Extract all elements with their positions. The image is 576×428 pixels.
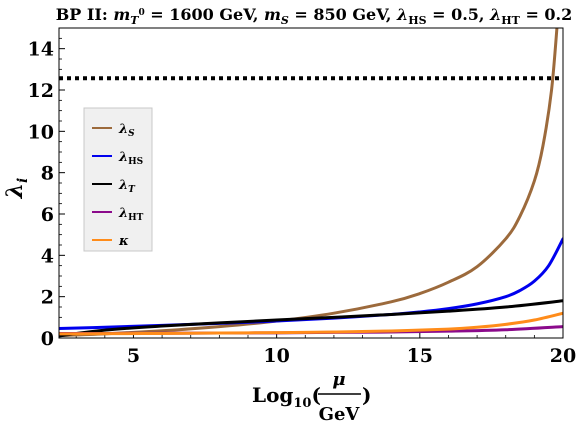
x-tick-label: 5 [127, 345, 140, 367]
x-label-log: Log10( [252, 383, 321, 411]
series-layer [59, 28, 563, 338]
legend-label-4: κ [118, 234, 129, 249]
series-line-4 [59, 311, 563, 336]
x-tick-labels: 5 10 15 20 [127, 345, 576, 367]
x-tick-label: 10 [263, 345, 289, 367]
y-tick-label: 14 [28, 39, 54, 61]
y-tick-label: 6 [41, 204, 54, 226]
x-label-gev: GeV [319, 404, 361, 425]
y-tick-label: 4 [41, 245, 54, 267]
series-line-2 [59, 299, 563, 338]
legend-label-2: λT [118, 178, 136, 195]
x-tick-label: 20 [550, 345, 576, 367]
legend-label-0: λS [118, 122, 135, 139]
x-label-close: ) [362, 383, 371, 407]
legend: λS λHS λT λHT κ [83, 107, 153, 252]
x-axis-label: Log10( μ GeV ) [252, 369, 371, 425]
chart-title: BP II: mT0 = 1600 GeV, mS = 850 GeV, λHS… [56, 5, 573, 27]
x-label-mu: μ [332, 369, 345, 390]
y-tick-label: 12 [28, 80, 54, 102]
series-line-1 [59, 237, 563, 330]
series-line-0 [59, 28, 559, 338]
y-tick-label: 0 [41, 328, 54, 350]
legend-label-1: λHS [118, 150, 143, 167]
legend-label-3: λHT [118, 206, 144, 223]
plot-frame [58, 27, 564, 339]
y-axis-label: λi [2, 178, 31, 200]
y-tick-label: 2 [41, 287, 54, 309]
y-tick-label: 10 [28, 121, 54, 143]
y-tick-label: 8 [41, 163, 54, 185]
legend-items: λS λHS λT λHT κ [92, 122, 144, 249]
y-tick-labels: 0 2 4 6 8 10 12 14 [28, 39, 54, 350]
legend-box [83, 107, 153, 252]
x-tick-label: 15 [407, 345, 433, 367]
